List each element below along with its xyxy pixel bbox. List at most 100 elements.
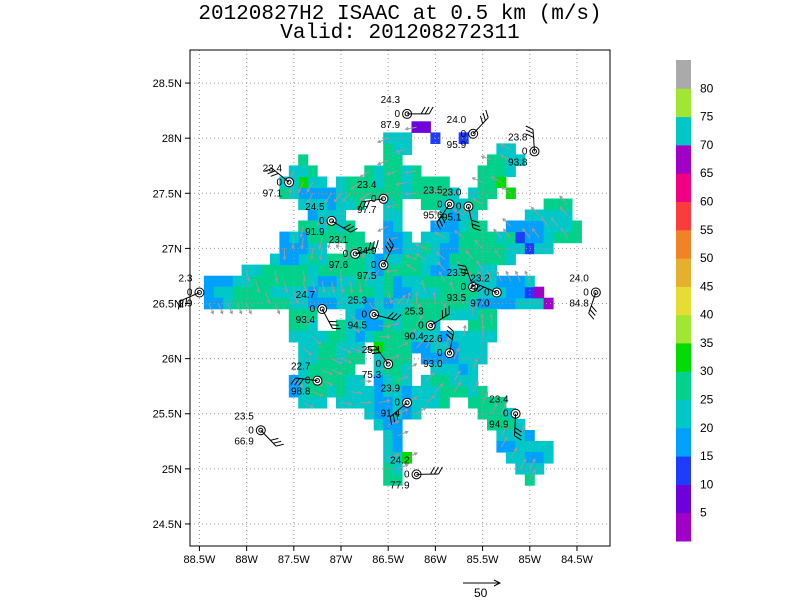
wind-cell (534, 286, 545, 299)
wind-vector (425, 372, 435, 382)
wind-barb-flag (477, 286, 485, 293)
colorbar-label: 45 (700, 279, 714, 293)
wind-vector (387, 292, 393, 304)
wind-cell (430, 253, 441, 266)
vector-scale-label: 50 (474, 586, 488, 600)
wind-cell (307, 308, 318, 321)
x-tick-label: 88W (235, 554, 258, 566)
wind-cell (505, 231, 516, 244)
wind-barb-flag (290, 377, 297, 385)
wind-cell (307, 396, 318, 409)
wind-vector (246, 303, 252, 315)
wind-barb-flag (430, 466, 435, 475)
wind-cell (392, 187, 403, 200)
wind-vector (414, 291, 419, 304)
wind-cell (392, 330, 403, 343)
wind-cell (288, 319, 299, 332)
wind-cell (468, 187, 479, 200)
wind-cell (505, 275, 516, 288)
wind-vector (321, 380, 334, 386)
wind-cell (298, 363, 309, 376)
wind-vector (404, 126, 417, 131)
wind-cell (345, 319, 356, 332)
x-tick-label: 86.5W (372, 554, 404, 566)
wind-cell (336, 198, 346, 211)
wind-cell (373, 275, 384, 288)
wind-cell (402, 231, 413, 244)
wind-vector (318, 237, 323, 250)
wind-vector (312, 391, 324, 397)
wind-vector (471, 177, 483, 183)
colorbar-label: 75 (700, 110, 714, 124)
wind-vector (493, 228, 502, 238)
wind-cell (439, 231, 450, 244)
station-temp: 23.9 (381, 384, 401, 395)
station: 25.3 090.4 (404, 305, 450, 343)
station-level: 0 (310, 304, 316, 315)
colorbar-label: 50 (700, 251, 714, 265)
station: 23.5 095.6 (423, 185, 455, 230)
station: 23.4 097.1 (263, 163, 295, 199)
station-marker-inner (593, 289, 599, 295)
wind-cell (354, 308, 365, 321)
wind-vector (331, 358, 343, 365)
wind-cell (383, 143, 394, 155)
wind-vector (319, 248, 323, 261)
wind-vector (406, 363, 418, 371)
wind-cell (336, 209, 346, 222)
wind-vector (421, 281, 427, 293)
wind-barb-flag (385, 245, 391, 253)
wind-barb-flag (459, 268, 468, 271)
wind-cell (364, 253, 375, 266)
wind-cell (288, 385, 299, 398)
station-rh: 95.9 (447, 140, 467, 151)
wind-vector (397, 430, 409, 437)
station-level: 0 (503, 409, 509, 420)
wind-cell (345, 374, 356, 387)
wind-cell (317, 253, 328, 266)
y-tick-label: 28.5N (153, 78, 182, 90)
x-tick-label: 85.5W (467, 554, 499, 566)
wind-vector (524, 270, 531, 282)
wind-cell (468, 319, 479, 332)
wind-cell (373, 253, 384, 266)
wind-cell (524, 430, 535, 442)
wind-cell (505, 143, 516, 155)
colorbar-swatch (676, 456, 691, 485)
colorbar-swatch (676, 88, 691, 118)
station-rh: 91.9 (305, 227, 325, 238)
wind-vector (282, 248, 287, 261)
wind-cell (468, 264, 479, 277)
wind-cell (411, 176, 422, 189)
wind-cell (468, 341, 479, 354)
wind-vector (236, 303, 243, 315)
wind-cell (515, 452, 526, 464)
wind-barb-flag (434, 466, 439, 475)
wind-cell (269, 275, 280, 288)
wind-cell (402, 308, 413, 321)
y-tick-label: 25N (162, 464, 182, 476)
station: 24.3 087.9 (381, 95, 434, 131)
wind-cell (534, 220, 545, 233)
station: 23.0 095.1 (442, 188, 481, 231)
wind-vector (349, 281, 354, 294)
wind-vector (378, 399, 391, 404)
y-tick-label: 27N (162, 243, 182, 255)
wind-cell (354, 264, 365, 277)
wind-cell (392, 143, 403, 155)
wind-vector (350, 314, 359, 324)
wind-barb-flag (525, 129, 534, 134)
wind-cell (562, 220, 573, 233)
wind-cell (298, 187, 309, 200)
wind-cell (298, 275, 309, 288)
wind-barb-flag (469, 283, 477, 290)
wind-cell (411, 242, 422, 255)
wind-cell (298, 198, 309, 211)
wind-cell (487, 418, 497, 431)
wind-cell (345, 341, 356, 354)
station-level: 0 (319, 216, 325, 227)
station-rh: 84.8 (569, 298, 589, 309)
wind-barb-flag (367, 345, 376, 348)
wind-barb-flag (472, 227, 481, 231)
wind-cell (307, 220, 318, 233)
